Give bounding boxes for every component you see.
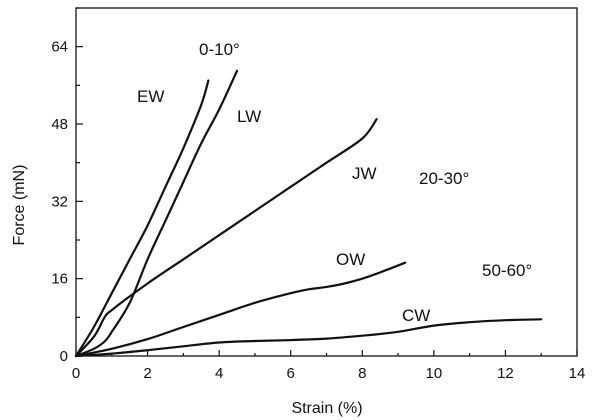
y-axis-ticks: 0 16 32 48 64 (51, 7, 83, 365)
x-axis-label: Strain (%) (291, 400, 362, 417)
angle-annotation-0-10: 0-10° (199, 40, 240, 59)
series-line-ew (74, 79, 210, 358)
series-label-jw: JW (352, 164, 377, 183)
angle-annotation-50-60: 50-60° (482, 261, 532, 280)
y-tick-label: 32 (51, 193, 68, 210)
series-line-cw (74, 318, 543, 358)
y-tick-label: 48 (51, 116, 68, 133)
x-tick-label: 8 (358, 365, 366, 382)
series-lines (74, 69, 543, 358)
x-axis-ticks: 0 2 4 6 8 10 12 14 (72, 350, 586, 382)
series-line-ow (74, 261, 407, 358)
angle-annotation-20-30: 20-30° (419, 169, 469, 188)
series-label-ew: EW (137, 87, 164, 106)
x-tick-label: 6 (287, 365, 295, 382)
series-label-cw: CW (402, 306, 430, 325)
series-line-jw (74, 118, 378, 358)
series-label-lw: LW (237, 107, 261, 126)
x-tick-label: 10 (426, 365, 443, 382)
series-line-lw (74, 69, 239, 358)
y-tick-label: 16 (51, 271, 68, 288)
x-tick-label: 4 (215, 365, 223, 382)
x-tick-label: 12 (497, 365, 514, 382)
y-tick-label: 0 (60, 348, 68, 365)
x-tick-label: 14 (569, 365, 586, 382)
series-label-ow: OW (336, 250, 365, 269)
x-tick-label: 2 (143, 365, 151, 382)
x-tick-label: 0 (72, 365, 80, 382)
y-axis-label: Force (mN) (11, 165, 28, 246)
y-tick-label: 64 (51, 39, 68, 56)
